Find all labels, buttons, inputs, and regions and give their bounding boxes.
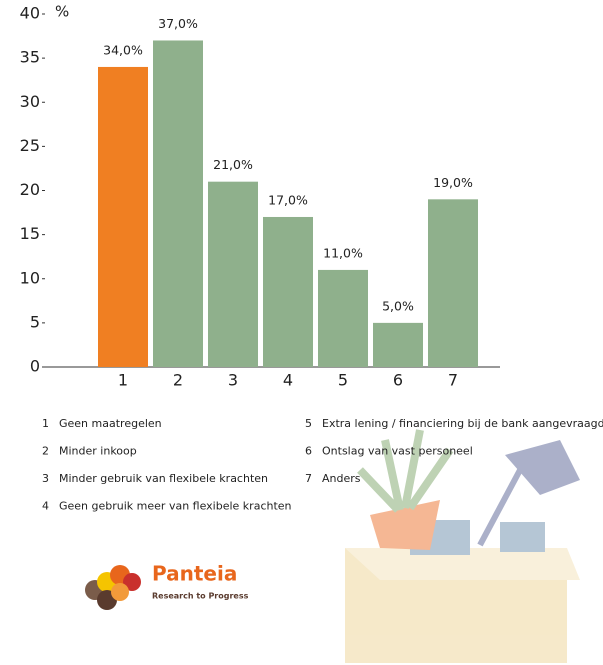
logo-name: Panteia [152,562,237,586]
logo-mark [85,565,141,610]
value-label: 19,0% [433,175,473,190]
value-label: 21,0% [213,157,253,172]
bar [373,322,423,367]
y-tick-label: 15 [20,224,40,243]
bar [153,40,203,367]
key-text: Anders [322,472,361,485]
box-flap [345,548,580,580]
pot [370,500,440,550]
bar [208,181,258,367]
x-tick-label: 1 [118,371,128,390]
key-text: Extra lening / financiering bij de bank … [322,417,603,430]
x-tick-label: 3 [228,371,238,390]
key-number: 5 [305,417,312,430]
x-tick-label: 7 [448,371,458,390]
plant [357,429,454,513]
key-text: Ontslag van vast personeel [322,445,473,458]
y-tick-label: 25 [20,136,40,155]
illustration [345,429,580,663]
x-tick-label: 2 [173,371,183,390]
key-number: 3 [42,472,49,485]
key-text: Minder inkoop [59,445,137,458]
x-tick-label: 5 [338,371,348,390]
x-tick-label: 6 [393,371,403,390]
key-text: Geen gebruik meer van flexibele krachten [59,500,292,513]
value-label: 34,0% [103,42,143,57]
bar [428,199,478,367]
lamp-arm [477,468,523,547]
y-tick-label: 35 [20,48,40,67]
key-number: 4 [42,500,49,513]
key-number: 1 [42,417,49,430]
value-label: 37,0% [158,16,198,31]
bar [263,216,313,367]
book [500,522,545,552]
bar [318,269,368,367]
y-tick-label: 20 [20,180,40,199]
lamp-head [505,440,580,495]
logo-tagline: Research to Progress [152,592,249,601]
key-number: 2 [42,445,49,458]
key-number: 6 [305,445,312,458]
value-label: 17,0% [268,192,308,207]
y-unit: % [55,3,69,21]
x-tick-label: 4 [283,371,293,390]
y-tick-label: 40 [20,4,40,23]
bar [98,66,148,367]
y-tick-label: 0 [30,357,40,376]
key-text: Minder gebruik van flexibele krachten [59,472,268,485]
hex [123,573,141,591]
value-label: 5,0% [382,298,414,313]
y-tick-label: 10 [20,268,40,287]
y-tick-label: 5 [30,312,40,331]
y-tick-label: 30 [20,92,40,111]
hex [111,583,129,601]
key-number: 7 [305,472,312,485]
value-label: 11,0% [323,245,363,260]
key-text: Geen maatregelen [59,417,162,430]
